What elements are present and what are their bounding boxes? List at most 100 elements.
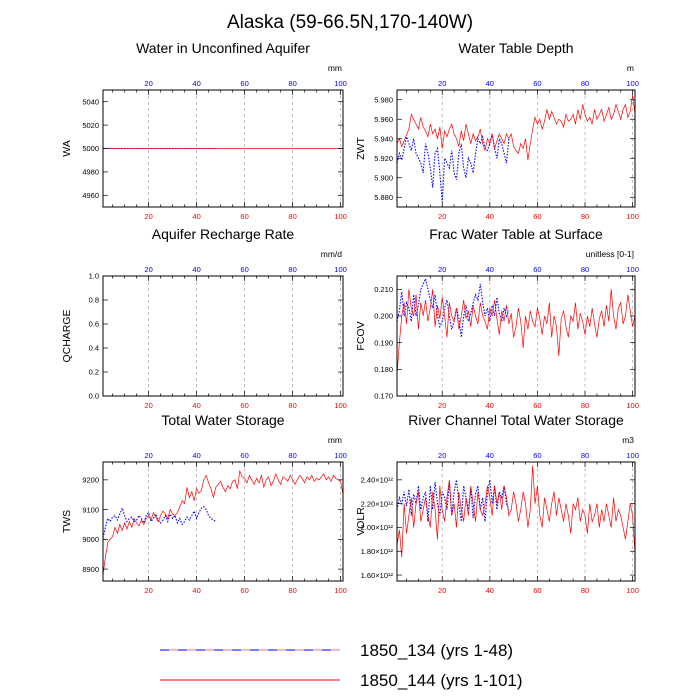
x-tick-label-top: 100 bbox=[334, 451, 347, 460]
x-tick-label-top: 40 bbox=[192, 79, 200, 88]
x-tick-label-bottom: 100 bbox=[334, 586, 347, 595]
legend-label-1850-134: 1850_134 (yrs 1-48) bbox=[360, 641, 513, 660]
y-tick-label: 0.4 bbox=[89, 344, 99, 353]
x-tick-label-top: 20 bbox=[438, 265, 446, 274]
x-tick-label-bottom: 40 bbox=[486, 401, 494, 410]
panel-6: 20 20 40 40 60 60 80 80 100 100 1.60×10¹² 1.80×10¹²… bbox=[355, 412, 639, 595]
x-tick-label-bottom: 100 bbox=[334, 212, 347, 221]
x-tick-label-top: 60 bbox=[240, 265, 248, 274]
plot-frame bbox=[396, 89, 636, 208]
y-tick-label: 1.60×10¹² bbox=[361, 571, 394, 580]
x-tick-label-top: 20 bbox=[144, 79, 152, 88]
x-tick-label-bottom: 40 bbox=[192, 212, 200, 221]
y-tick-label: 5.980 bbox=[374, 95, 393, 104]
x-tick-label-bottom: 20 bbox=[144, 212, 152, 221]
legend-label-1850-144: 1850_144 (yrs 1-101) bbox=[360, 671, 523, 690]
x-tick-label-bottom: 80 bbox=[581, 401, 589, 410]
panel-units: mm bbox=[328, 63, 342, 73]
x-tick-label-top: 60 bbox=[240, 79, 248, 88]
x-tick-label-bottom: 60 bbox=[240, 586, 248, 595]
y-tick-label: 2.20×10¹² bbox=[361, 499, 394, 508]
y-tick-label: 5040 bbox=[82, 97, 99, 106]
x-tick-label-top: 40 bbox=[192, 451, 200, 460]
legend: 1850_134 (yrs 1-48) 1850_144 (yrs 1-101) bbox=[160, 641, 523, 690]
y-tick-label: 0.200 bbox=[374, 312, 393, 321]
panel-title: Water in Unconfined Aquifer bbox=[136, 40, 310, 56]
panel-units: m3 bbox=[622, 435, 634, 445]
panel-3: 20 20 40 40 60 60 80 80 100 100 0.0 0.2 0.4 0.6 0.8 1.0… bbox=[61, 226, 347, 410]
panel-title: Total Water Storage bbox=[161, 412, 284, 428]
x-tick-label-top: 80 bbox=[288, 265, 296, 274]
x-tick-label-bottom: 20 bbox=[144, 401, 152, 410]
y-tick-label: 5.880 bbox=[374, 193, 393, 202]
panel-1: 20 20 40 40 60 60 80 80 100 100 4960 4980 5000 5020 50… bbox=[61, 40, 347, 221]
y-axis-label: ZWT bbox=[355, 137, 367, 160]
x-tick-label-bottom: 20 bbox=[438, 586, 446, 595]
x-tick-label-bottom: 80 bbox=[581, 212, 589, 221]
plot-frame bbox=[396, 461, 636, 582]
y-tick-label: 5.960 bbox=[374, 115, 393, 124]
x-tick-label-bottom: 80 bbox=[288, 401, 296, 410]
x-tick-label-bottom: 60 bbox=[533, 212, 541, 221]
x-tick-label-top: 100 bbox=[626, 451, 639, 460]
y-tick-label: 1.80×10¹² bbox=[361, 547, 394, 556]
y-tick-label: 0.0 bbox=[89, 392, 99, 401]
x-tick-label-top: 40 bbox=[486, 265, 494, 274]
x-tick-label-top: 80 bbox=[288, 451, 296, 460]
x-tick-label-top: 20 bbox=[144, 451, 152, 460]
y-tick-label: 1.0 bbox=[89, 272, 99, 281]
y-tick-label: 2.00×10¹² bbox=[361, 523, 394, 532]
y-tick-label: 9100 bbox=[82, 505, 99, 514]
panel-units: unitless [0-1] bbox=[586, 249, 634, 259]
series-line-1850-134 bbox=[396, 276, 510, 338]
x-tick-label-top: 60 bbox=[533, 79, 541, 88]
x-tick-label-bottom: 100 bbox=[626, 586, 639, 595]
y-tick-label: 4960 bbox=[82, 191, 99, 200]
series-line-1850-134 bbox=[396, 479, 510, 522]
plot-frame bbox=[396, 275, 636, 397]
x-tick-label-bottom: 80 bbox=[581, 586, 589, 595]
panel-units: m bbox=[627, 63, 634, 73]
x-tick-label-top: 60 bbox=[240, 451, 248, 460]
y-axis-label: VOLR bbox=[355, 507, 367, 536]
x-tick-label-bottom: 60 bbox=[240, 401, 248, 410]
x-tick-label-bottom: 80 bbox=[288, 212, 296, 221]
x-tick-label-bottom: 20 bbox=[144, 586, 152, 595]
panel-title: Aquifer Recharge Rate bbox=[152, 226, 295, 242]
series-line-1850-134 bbox=[102, 505, 217, 538]
x-tick-label-top: 100 bbox=[626, 265, 639, 274]
x-tick-label-top: 100 bbox=[334, 265, 347, 274]
x-tick-label-bottom: 40 bbox=[192, 401, 200, 410]
panel-5: 20 20 40 40 60 60 80 80 100 100 8900 9000 9100 9200 To… bbox=[61, 412, 347, 595]
x-tick-label-top: 40 bbox=[486, 451, 494, 460]
y-tick-label: 0.8 bbox=[89, 296, 99, 305]
x-tick-label-bottom: 40 bbox=[486, 586, 494, 595]
y-axis-label: QCHARGE bbox=[61, 309, 73, 362]
y-axis-label: FCOV bbox=[355, 321, 367, 350]
y-tick-label: 5.940 bbox=[374, 134, 393, 143]
y-tick-label: 9200 bbox=[82, 476, 99, 485]
x-tick-label-bottom: 80 bbox=[288, 586, 296, 595]
x-tick-label-top: 60 bbox=[533, 265, 541, 274]
series-line-1850-144 bbox=[102, 469, 344, 576]
x-tick-label-top: 80 bbox=[581, 79, 589, 88]
series-line-1850-144 bbox=[396, 465, 636, 558]
y-tick-label: 0.170 bbox=[374, 392, 393, 401]
series-line-1850-144 bbox=[396, 94, 636, 161]
y-tick-label: 9000 bbox=[82, 535, 99, 544]
panel-4: 20 20 40 40 60 60 80 80 100 100 0.170 0.180 0.190 0.2… bbox=[355, 226, 639, 410]
x-tick-label-top: 80 bbox=[288, 79, 296, 88]
x-tick-label-bottom: 20 bbox=[438, 401, 446, 410]
y-axis-label: TWS bbox=[61, 510, 73, 533]
x-tick-label-top: 20 bbox=[438, 79, 446, 88]
y-axis-label: WA bbox=[61, 140, 73, 157]
x-tick-label-bottom: 100 bbox=[626, 401, 639, 410]
x-tick-label-top: 20 bbox=[438, 451, 446, 460]
x-tick-label-top: 80 bbox=[581, 451, 589, 460]
x-tick-label-bottom: 20 bbox=[438, 212, 446, 221]
x-tick-label-bottom: 60 bbox=[533, 586, 541, 595]
x-tick-label-top: 100 bbox=[334, 79, 347, 88]
x-tick-label-bottom: 60 bbox=[533, 401, 541, 410]
panel-units: mm/d bbox=[321, 249, 343, 259]
